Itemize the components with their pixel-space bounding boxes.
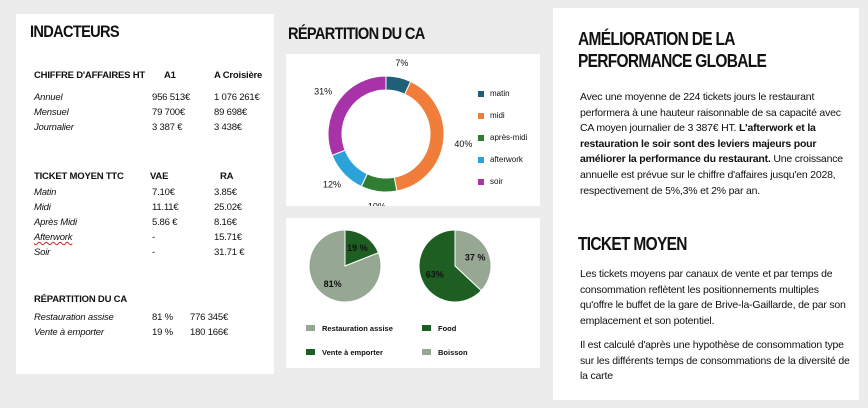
ticket-label: Soir [34,247,51,258]
ca-value-2: 89 698€ [214,107,247,118]
ca-header: CHIFFRE D'AFFAIRES HT [34,70,146,81]
ticket-row: Midi 11.11€ 25.02€ [16,202,274,214]
ticket-value-2: 31.71 € [214,247,245,258]
ticket-moyen-paragraph-1: Les tickets moyens par canaux de vente e… [580,268,846,327]
repartition-row: Vente à emporter 19 % 180 166€ [16,327,274,339]
ca-value-1: 79 700€ [152,107,185,118]
legend-label: afterwork [490,155,523,164]
legend-label: Vente à emporter [322,348,383,357]
repartition-value-1: 19 % [152,327,173,338]
amelioration-title-1: AMÉLIORATION DE LA [578,29,735,49]
legend-label: Food [438,324,457,333]
indicateurs-card: INDACTEURS CHIFFRE D'AFFAIRES HT A1 A Cr… [16,14,274,374]
repartition-header: RÉPARTITION DU CA [34,294,128,305]
pie-service-slice-restauration-assise [308,229,382,303]
ca-label: Journalier [34,122,74,133]
ticket-col2-header: RA [220,171,234,182]
amelioration-paragraph: Avec une moyenne de 224 tickets jours le… [580,90,854,199]
donut-chart-card: 7% 40% 10% 12% 31% matin midi après-midi afterw… [286,54,540,212]
ca-value-1: 956 513€ [152,92,191,103]
legend-swatch [478,157,484,163]
pie-type-value-label: 63% [426,270,444,280]
pie-service-value-label: 81% [324,279,342,289]
legend-swatch [422,349,431,355]
pie-charts: 19 % 81% 37 % 63% [308,229,492,303]
legend-label: Boisson [438,348,468,357]
repartition-label: Vente à emporter [34,327,104,338]
ca-row: Mensuel 79 700€ 89 698€ [16,107,274,119]
indicateurs-title: INDACTEURS [30,22,120,41]
pie-service-slice-vente-à-emporter [344,229,380,267]
ca-value-2: 1 076 261€ [214,92,260,103]
ca-value-2: 3 438€ [214,122,242,133]
ticket-value-1: 5.86 € [152,217,178,228]
legend-swatch [478,91,484,97]
ticket-value-1: 7.10€ [152,187,175,198]
pie-service-value-label: 19 % [347,243,368,253]
donut-value-label: 10% [368,201,386,206]
legend-swatch [478,135,484,141]
repartition-value-2: 180 166€ [190,327,229,338]
ticket-label: Matin [34,187,57,198]
ca-row: Journalier 3 387 € 3 438€ [16,122,274,134]
legend-label: Restauration assise [322,324,393,333]
ticket-row: Soir - 31.71 € [16,247,274,259]
ticket-moyen-paragraph-2: Il est calculé d'après une hypothèse de … [580,339,850,383]
ticket-col1-header: VAE [150,171,169,182]
ca-label: Annuel [34,92,63,103]
donut-value-label: 31% [314,86,332,96]
donut-chart: 7% 40% 10% 12% 31% [314,58,472,212]
legend-label: après-midi [490,133,528,142]
legend-swatch [306,349,315,355]
ticket-value-1: - [152,247,155,258]
ticket-value-2: 8.16€ [214,217,237,228]
right-panel [553,8,859,400]
ticket-row: Après Midi 5.86 € 8.16€ [16,217,274,229]
amelioration-title-2: PERFORMANCE GLOBALE [578,51,767,71]
legend-swatch [306,325,315,331]
amelioration-text-bold: L'afterwork et la restauration le soir s… [580,122,817,166]
ca-label: Mensuel [34,107,69,118]
donut-slice-après-midi [360,173,398,193]
amelioration-text-b: Une croissance annuelle est prévue sur l… [580,153,843,197]
ca-value-1: 3 387 € [152,122,183,133]
repartition-label: Restauration assise [34,312,114,323]
legend-label: soir [490,177,503,186]
ticket-label: Afterwork [34,232,73,243]
ticket-label: Midi [34,202,51,213]
legend-swatch [478,179,484,185]
legend-swatch [422,325,431,331]
ticket-value-2: 25.02€ [214,202,242,213]
ticket-value-2: 3.85€ [214,187,237,198]
donut-value-label: 12% [323,180,341,190]
ticket-moyen-title: TICKET MOYEN [578,234,687,254]
ticket-row: Afterwork - 15.71€ [16,232,274,244]
amelioration-text-a: Avec une moyenne de 224 tickets jours le… [580,91,841,135]
repartition-value-1: 81 % [152,312,173,323]
repartition-title: RÉPARTITION DU CA [288,24,425,43]
legend-label: midi [490,111,505,120]
repartition-value-2: 776 345€ [190,312,229,323]
legend-swatch [478,113,484,119]
pie-charts-card: 19 % 81% 37 % 63% Restauration assise Food Ve… [286,218,540,368]
donut-slice-midi [393,80,445,192]
pie-type-slice-food [418,229,482,303]
ticket-header: TICKET MOYEN TTC [34,171,124,182]
ticket-value-2: 15.71€ [214,232,242,243]
donut-value-label: 7% [395,58,408,68]
ca-col1-header: A1 [164,70,176,81]
pie-type-value-label: 37 % [465,252,486,262]
ticket-label: Après Midi [34,217,77,228]
ca-col2-header: A Croisière [214,70,263,81]
repartition-row: Restauration assise 81 % 776 345€ [16,312,274,324]
pie-type-slice-boisson [454,229,492,292]
ticket-value-1: - [152,232,155,243]
donut-value-label: 40% [454,139,472,149]
ticket-value-1: 11.11€ [152,202,179,213]
ca-row: Annuel 956 513€ 1 076 261€ [16,92,274,104]
donut-slice-soir [327,75,387,157]
ticket-row: Matin 7.10€ 3.85€ [16,187,274,199]
legend-label: matin [490,89,510,98]
